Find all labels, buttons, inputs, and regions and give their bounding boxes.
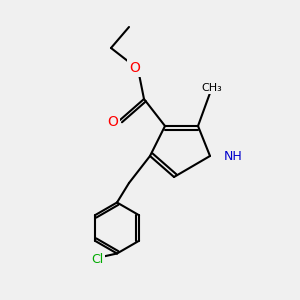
Text: O: O [129,61,140,74]
Text: O: O [107,115,118,128]
Text: NH: NH [224,149,242,163]
Text: CH₃: CH₃ [201,82,222,93]
Text: Cl: Cl [92,253,104,266]
